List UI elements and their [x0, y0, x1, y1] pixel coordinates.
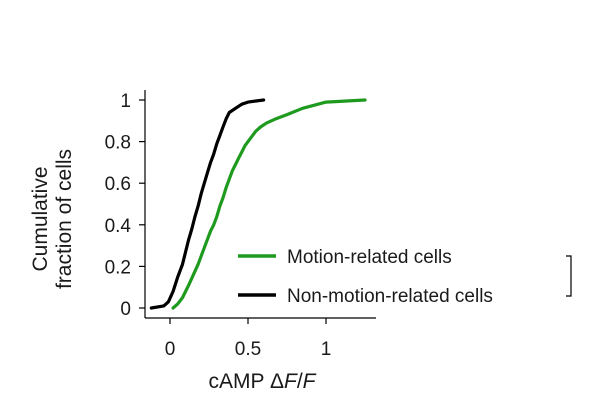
series-line-non-motion-related: [149, 98, 266, 310]
x-axis-title: cAMP ΔF/F: [209, 370, 317, 393]
y-tick-label: 0.2: [105, 257, 131, 278]
y-axis: 0 0.2 0.4 0.6 0.8 1: [105, 90, 146, 320]
y-tick-label: 1: [120, 91, 131, 112]
y-tick-label: 0.6: [105, 174, 131, 195]
x-tick-label: 0: [165, 339, 176, 360]
legend: Motion-related cells Non-motion-related …: [238, 247, 493, 307]
x-axis: 0 0.5 1: [145, 317, 376, 360]
y-tick-label: 0.4: [105, 216, 132, 237]
y-tick-label: 0.8: [105, 133, 131, 154]
significance-label: ***: [585, 264, 595, 288]
y-axis-title-line-1: Cumulative: [29, 166, 52, 271]
y-axis-title-2: fraction of cells: [53, 149, 76, 289]
legend-label-motion: Motion-related cells: [287, 247, 452, 268]
series-line-motion-related: [171, 98, 367, 310]
y-tick-label: 0: [120, 299, 131, 320]
y-axis-title: Cumulative: [29, 166, 52, 271]
y-axis-title-line-2: fraction of cells: [53, 149, 76, 289]
x-tick-label: 0.5: [235, 339, 261, 360]
legend-label-non-motion: Non-motion-related cells: [287, 286, 493, 307]
significance-bracket: ***: [566, 255, 595, 297]
x-tick-label: 1: [321, 339, 332, 360]
